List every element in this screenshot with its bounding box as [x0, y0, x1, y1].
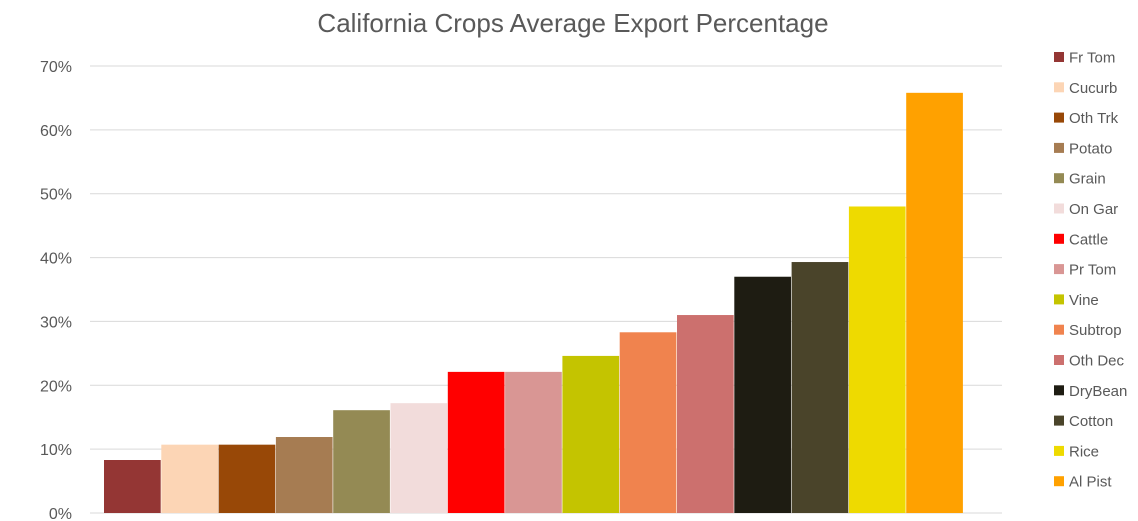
bar [734, 276, 791, 513]
legend-label: Pr Tom [1069, 262, 1116, 279]
legend-item: On Gar [1054, 201, 1118, 218]
legend-swatch [1054, 476, 1064, 487]
legend-label: Vine [1069, 292, 1099, 309]
legend-label: Cucurb [1069, 80, 1117, 97]
legend-swatch [1054, 445, 1064, 456]
legend-label: DryBean [1069, 383, 1127, 400]
legend-item: Al Pist [1054, 474, 1112, 491]
y-tick-label: 40% [40, 251, 72, 268]
legend-item: Cattle [1054, 231, 1108, 248]
legend-label: Potato [1069, 140, 1112, 157]
legend-swatch [1054, 324, 1064, 335]
y-tick-label: 0% [49, 506, 72, 521]
legend-label: Rice [1069, 443, 1099, 460]
legend-swatch [1054, 264, 1064, 275]
legend-swatch [1054, 355, 1064, 365]
bar [848, 206, 906, 514]
legend-swatch [1054, 112, 1064, 123]
bar [562, 355, 620, 513]
bar [104, 460, 161, 513]
y-axis-ticks: 0% 10% 20% 30% 40% 50% 60% 70% [40, 59, 72, 521]
legend-label: Grain [1069, 171, 1106, 188]
legend-label: On Gar [1069, 201, 1118, 218]
legend-swatch [1054, 203, 1064, 214]
bar [677, 315, 734, 513]
legend-label: Fr Tom [1069, 50, 1115, 67]
bar [791, 262, 849, 513]
bar [619, 332, 677, 513]
legend-item: Fr Tom [1054, 50, 1115, 67]
legend-label: Al Pist [1069, 474, 1112, 491]
bar [390, 403, 448, 513]
y-tick-label: 30% [40, 314, 72, 331]
bar [333, 410, 390, 513]
legend-item: Potato [1054, 140, 1112, 157]
legend-item: Cotton [1054, 413, 1113, 430]
legend-swatch [1054, 415, 1064, 426]
chart-title: California Crops Average Export Percenta… [317, 8, 828, 38]
legend-label: Cattle [1069, 231, 1108, 248]
legend-item: Subtrop [1054, 322, 1122, 339]
bar [906, 92, 963, 513]
legend-label: Oth Dec [1069, 353, 1125, 370]
legend-item: Oth Dec [1054, 353, 1125, 370]
legend-item: Pr Tom [1054, 262, 1116, 279]
legend-item: Grain [1054, 171, 1106, 188]
legend-item: Oth Trk [1054, 110, 1119, 127]
bar [161, 444, 218, 513]
y-tick-label: 10% [40, 442, 72, 459]
y-tick-label: 60% [40, 123, 72, 140]
y-tick-label: 20% [40, 378, 72, 395]
legend-swatch [1054, 142, 1064, 153]
bar [447, 371, 505, 513]
bar [218, 444, 276, 513]
legend-swatch [1054, 385, 1064, 396]
legend-swatch [1054, 173, 1064, 184]
legend: Fr Tom Cucurb Oth Trk Potato Grain On Gar Catt… [1054, 50, 1127, 491]
legend-item: Vine [1054, 292, 1099, 309]
legend-swatch [1054, 233, 1064, 244]
y-tick-label: 50% [40, 187, 72, 204]
bar [275, 437, 333, 513]
legend-item: Rice [1054, 443, 1099, 460]
legend-label: Cotton [1069, 413, 1113, 430]
legend-item: DryBean [1054, 383, 1127, 400]
legend-item: Cucurb [1054, 80, 1117, 97]
legend-swatch [1054, 52, 1064, 62]
y-tick-label: 70% [40, 59, 72, 76]
bar [505, 371, 562, 513]
legend-label: Oth Trk [1069, 110, 1119, 127]
legend-label: Subtrop [1069, 322, 1122, 339]
bars [104, 92, 963, 514]
legend-swatch [1054, 294, 1064, 305]
legend-swatch [1054, 82, 1064, 93]
